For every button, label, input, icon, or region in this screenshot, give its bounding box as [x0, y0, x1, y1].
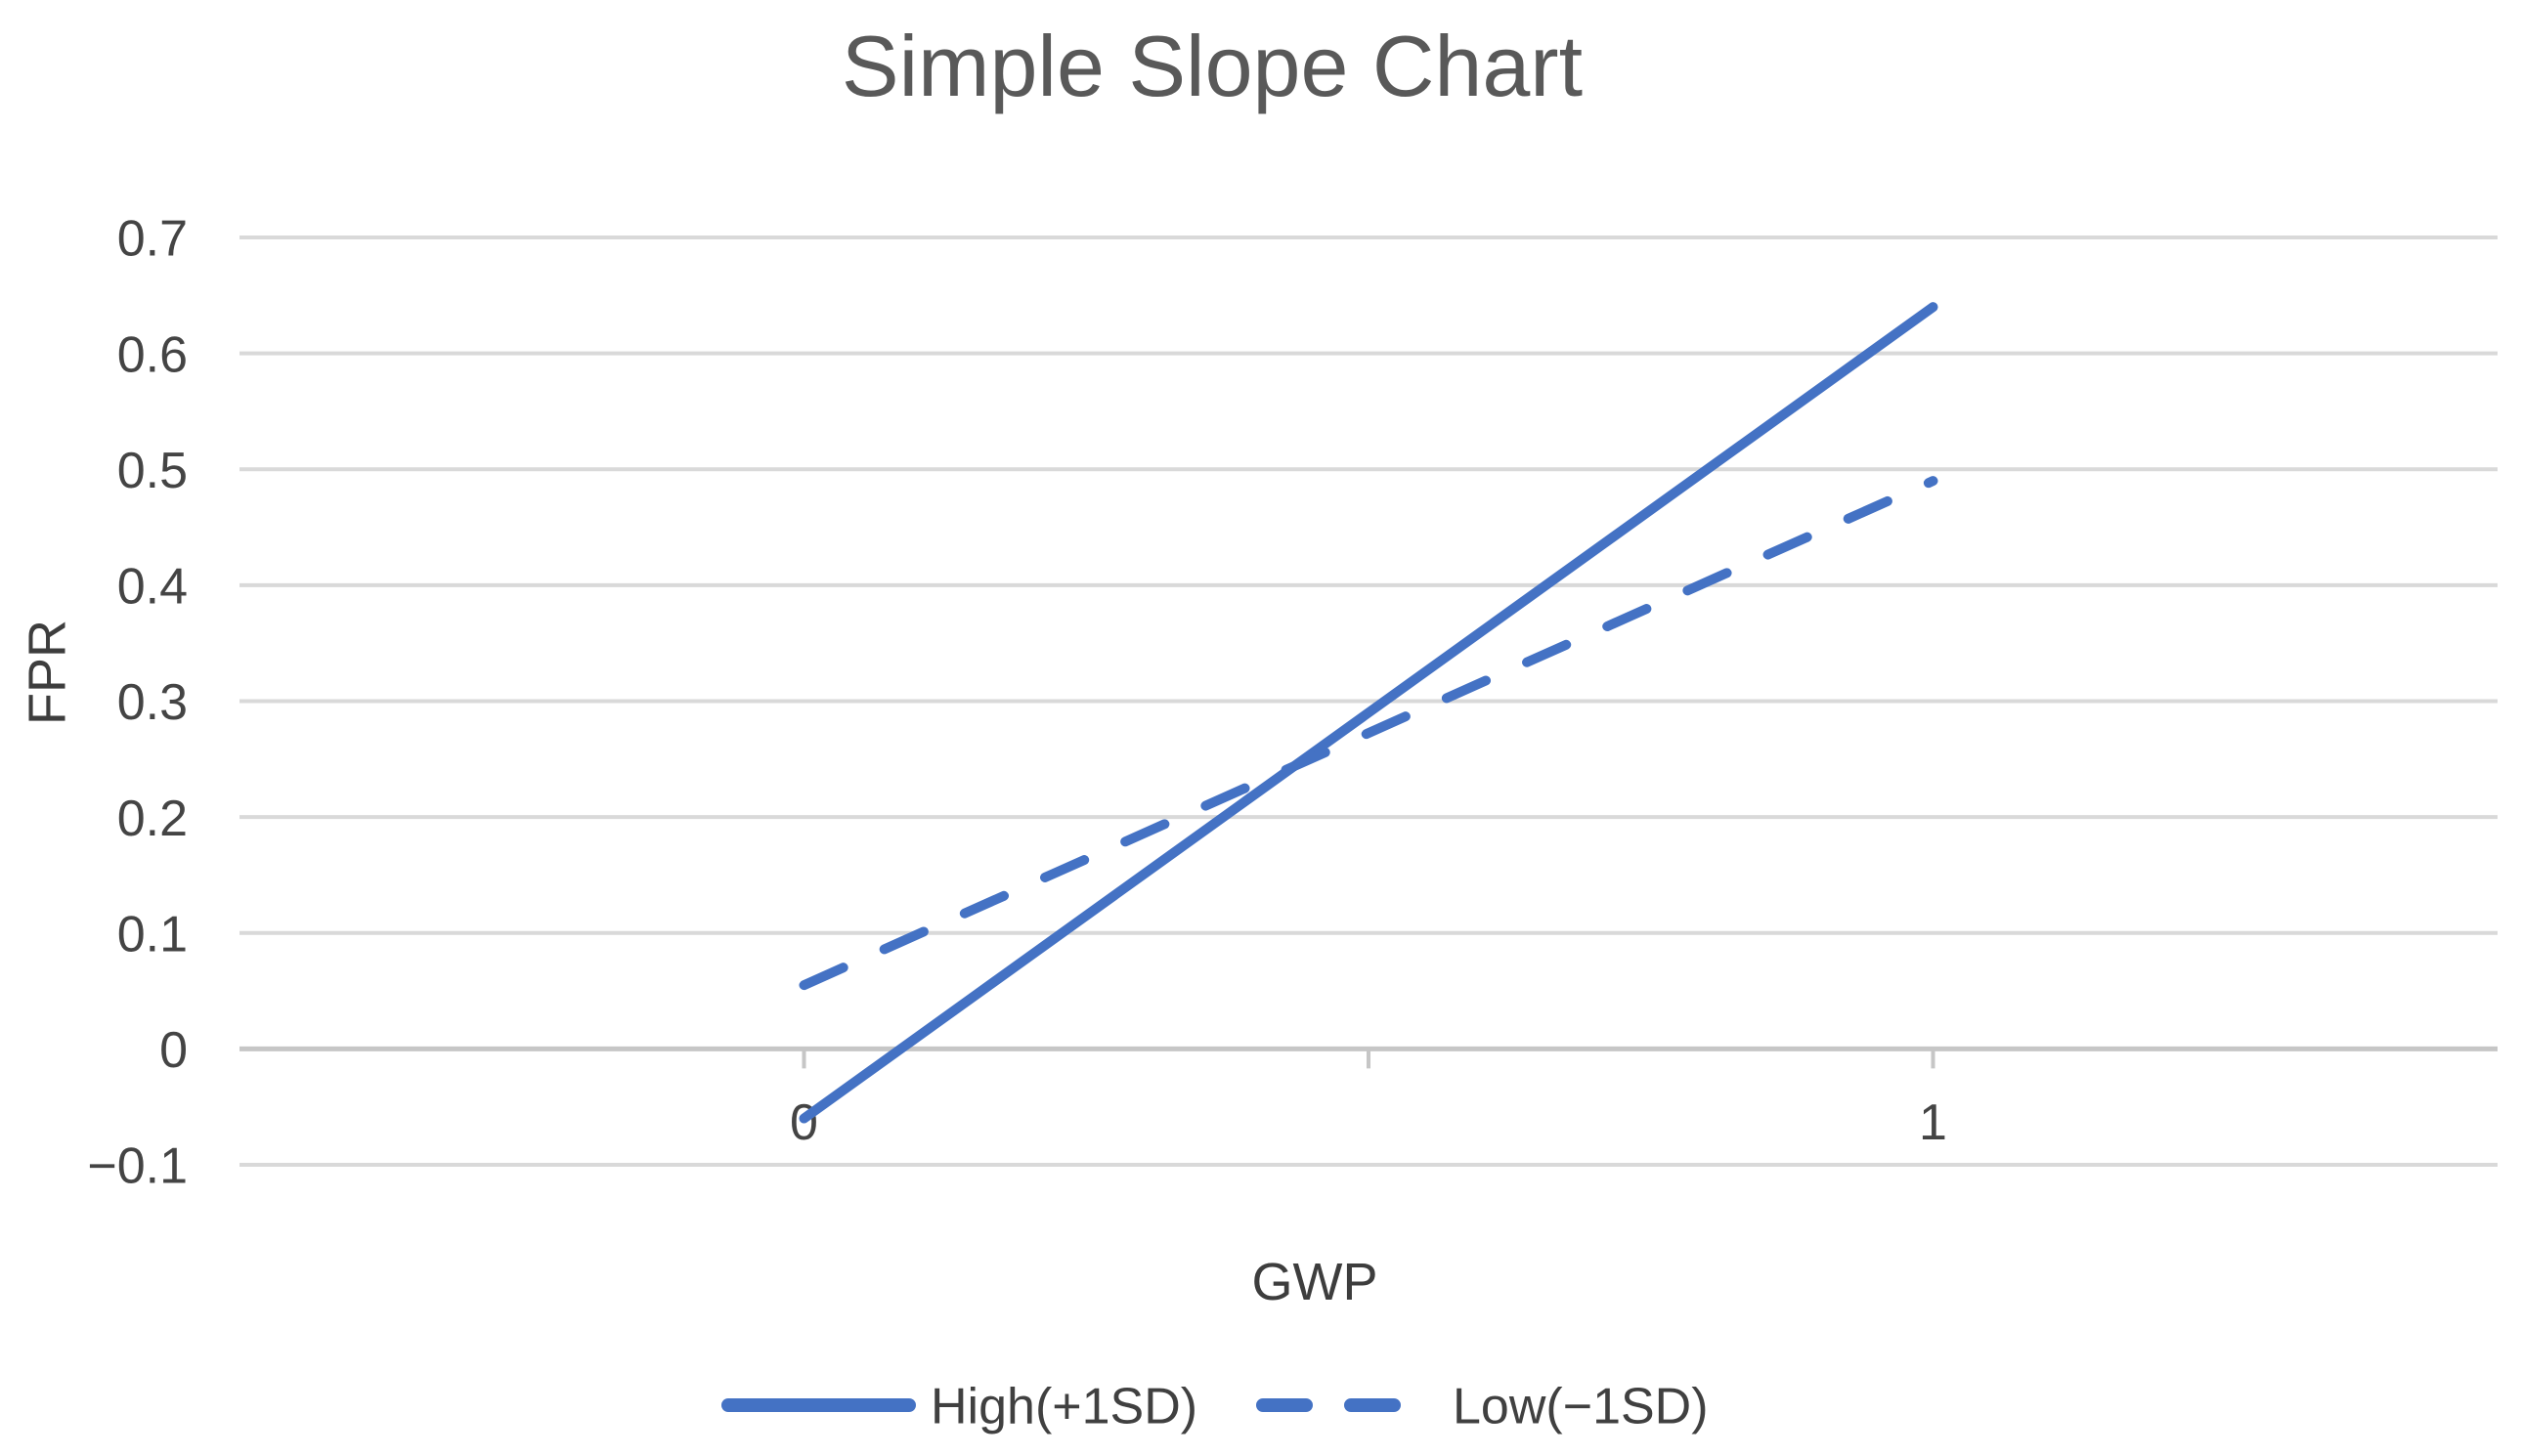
y-tick-label: 0.4	[117, 559, 188, 616]
y-tick-label: −0.1	[87, 1138, 188, 1195]
y-tick-label: 0.2	[117, 791, 188, 847]
y-tick-labels: 0.7 0.6 0.5 0.4 0.3 0.2 0.1 0 −0.1	[87, 211, 188, 1195]
series-line-low-1sd	[799, 476, 1938, 991]
y-tick-label: 0.6	[117, 326, 188, 383]
y-tick-label: 0.5	[117, 443, 188, 499]
y-tick-label: 0.1	[117, 906, 188, 963]
legend-label-low: Low(−1SD)	[1453, 1379, 1709, 1435]
y-axis-title: FPR	[18, 620, 76, 725]
x-axis-title: GWP	[1252, 1253, 1378, 1311]
gridlines	[239, 236, 2498, 1167]
y-tick-label: 0.7	[117, 211, 188, 268]
chart-title: Simple Slope Chart	[842, 18, 1583, 114]
legend-label-high: High(+1SD)	[931, 1379, 1197, 1435]
series-line-high-1sd	[799, 302, 1938, 1124]
legend: High(+1SD) Low(−1SD)	[721, 1379, 1709, 1435]
series-lines	[799, 302, 1938, 1124]
y-tick-label: 0	[159, 1022, 188, 1079]
x-axis	[239, 1046, 2498, 1069]
y-tick-label: 0.3	[117, 674, 188, 731]
x-tick-label: 1	[1919, 1094, 1947, 1151]
